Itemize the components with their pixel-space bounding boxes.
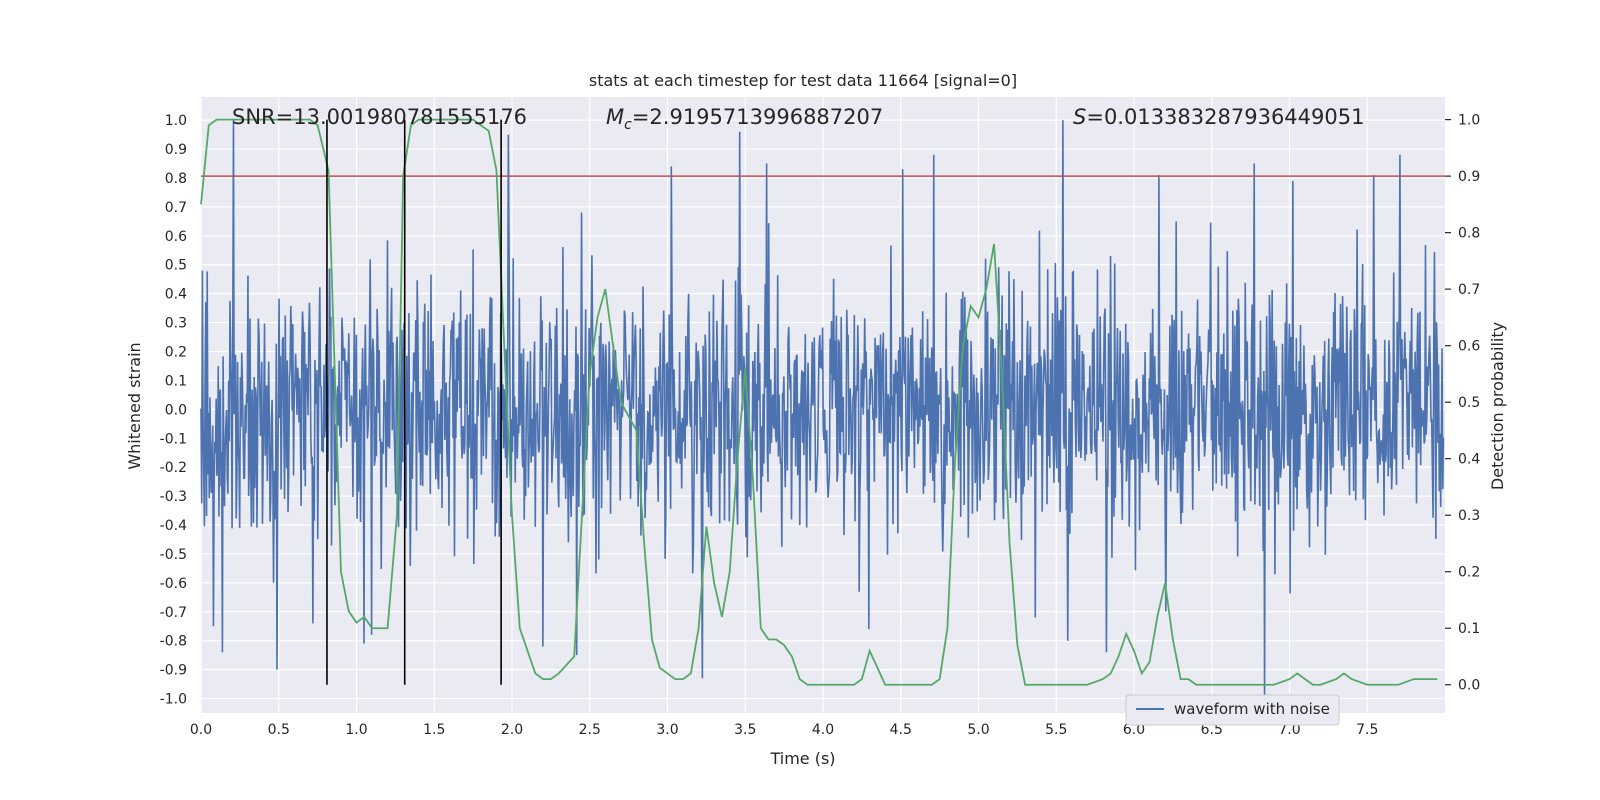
y-axis-ticks: -1.0 -0.9 -0.8 -0.7 -0.6 -0.5 -0.4 -0.3 -0.2 -0.1… <box>160 113 187 707</box>
chirp-mass-value: =2.9195713996887207 <box>632 105 883 129</box>
right-tick-label: 0.0 <box>1458 678 1480 694</box>
x-tick-label: 5.5 <box>1045 722 1067 738</box>
x-tick-label: 1.0 <box>345 722 367 738</box>
chirp-mass-symbol: M <box>606 105 624 129</box>
right-tick-label: 1.0 <box>1458 113 1480 129</box>
x-tick-label: 3.0 <box>656 722 678 738</box>
right-tick-label: 0.9 <box>1458 169 1480 185</box>
legend-box <box>1125 694 1340 726</box>
right-tick-label: 0.5 <box>1458 395 1480 411</box>
right-tick-label: 0.1 <box>1458 621 1480 637</box>
x-tick-label: 6.5 <box>1201 722 1223 738</box>
y-tick-label: 0.4 <box>165 287 187 303</box>
y-tick-label: 0.6 <box>165 229 187 245</box>
x-tick-label: 2.0 <box>501 722 523 738</box>
y-tick-label: -0.8 <box>160 634 187 650</box>
waveform-line <box>200 120 1445 702</box>
x-tick-label: 3.5 <box>734 722 756 738</box>
right-tick-label: 0.7 <box>1458 282 1480 298</box>
chirp-mass-subscript: c <box>624 117 632 133</box>
y-tick-label: 0.5 <box>165 258 187 274</box>
x-tick-label: 2.5 <box>579 722 601 738</box>
y-tick-label: -0.1 <box>160 431 187 447</box>
x-tick-label: 0.5 <box>268 722 290 738</box>
right-axis-label: Detection probability <box>1488 322 1507 490</box>
x-tick-label: 6.0 <box>1123 722 1145 738</box>
y-tick-label: 0.2 <box>165 344 187 360</box>
y-tick-label: -0.3 <box>160 489 187 505</box>
y-tick-label: 0.9 <box>165 142 187 158</box>
y-tick-label: -1.0 <box>160 692 187 708</box>
event-lines <box>326 119 502 685</box>
right-axis-ticks: 0.0 0.1 0.2 0.3 0.4 0.5 0.6 0.7 0.8 0.9 1.0 <box>1445 113 1480 694</box>
right-tick-label: 0.8 <box>1458 226 1480 242</box>
y-tick-label: -0.2 <box>160 460 187 476</box>
legend: waveform with noise <box>1125 694 1340 726</box>
x-axis-label: Time (s) <box>769 749 835 768</box>
y-tick-label: -0.7 <box>160 605 187 621</box>
y-tick-label: -0.4 <box>160 518 187 534</box>
waveform-series <box>200 120 1445 702</box>
right-tick-label: 0.4 <box>1458 452 1480 468</box>
x-tick-label: 4.5 <box>890 722 912 738</box>
right-tick-label: 0.2 <box>1458 565 1480 581</box>
chart-title: stats at each timestep for test data 116… <box>589 71 1017 90</box>
x-tick-label: 5.0 <box>967 722 989 738</box>
right-tick-label: 0.6 <box>1458 339 1480 355</box>
x-axis-ticks: 0.0 0.5 1.0 1.5 2.0 2.5 3.0 3.5 4.0 4.5 5.0 5.5 6.0 6… <box>190 722 1379 738</box>
y-tick-label: -0.6 <box>160 576 187 592</box>
s-symbol: S <box>1073 105 1086 129</box>
y-axis-label: Whitened strain <box>125 342 144 469</box>
x-tick-label: 0.0 <box>190 722 212 738</box>
x-tick-label: 7.5 <box>1356 722 1378 738</box>
y-tick-label: 0.8 <box>165 171 187 187</box>
y-tick-label: 0.0 <box>165 402 187 418</box>
y-tick-label: -0.9 <box>160 663 187 679</box>
legend-label: waveform with noise <box>1174 700 1330 718</box>
x-tick-label: 7.0 <box>1278 722 1300 738</box>
s-value: =0.013383287936449051 <box>1086 105 1364 129</box>
y-tick-label: 0.3 <box>165 316 187 332</box>
x-tick-label: 1.5 <box>423 722 445 738</box>
snr-annotation: SNR=13.001980781555176 <box>232 105 527 129</box>
probability-line <box>200 118 1438 686</box>
chirp-mass-annotation: Mc=2.9195713996887207 <box>606 105 883 133</box>
right-tick-label: 0.3 <box>1458 508 1480 524</box>
y-tick-label: 0.1 <box>165 373 187 389</box>
s-annotation: S=0.013383287936449051 <box>1073 105 1364 129</box>
probability-series <box>200 118 1438 686</box>
y-tick-label: -0.5 <box>160 547 187 563</box>
y-tick-label: 1.0 <box>165 113 187 129</box>
x-tick-label: 4.0 <box>812 722 834 738</box>
y-tick-label: 0.7 <box>165 200 187 216</box>
